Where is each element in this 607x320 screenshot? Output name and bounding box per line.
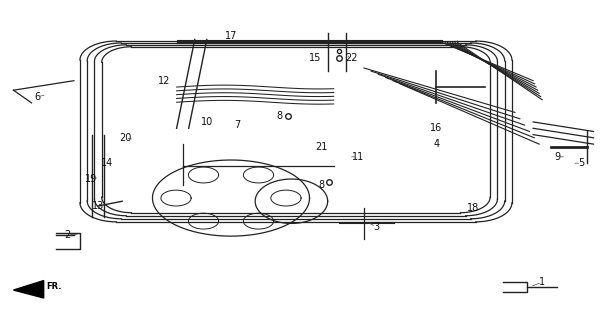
Text: 8: 8 <box>319 180 325 190</box>
Text: 10: 10 <box>201 117 213 127</box>
Text: 6: 6 <box>35 92 41 101</box>
Text: 22: 22 <box>345 53 358 63</box>
Text: 7: 7 <box>234 120 240 130</box>
Text: 14: 14 <box>101 158 114 168</box>
Text: 1: 1 <box>539 277 545 287</box>
Text: 17: 17 <box>225 31 237 41</box>
Text: FR.: FR. <box>47 282 62 292</box>
Polygon shape <box>13 281 44 298</box>
Text: 16: 16 <box>430 123 443 133</box>
Text: 9: 9 <box>554 152 560 162</box>
Text: 4: 4 <box>433 139 439 149</box>
Text: 8: 8 <box>276 111 282 121</box>
Text: 20: 20 <box>119 133 132 143</box>
Text: 11: 11 <box>351 152 364 162</box>
Text: 12: 12 <box>158 76 171 86</box>
Text: 15: 15 <box>310 53 322 63</box>
Text: 13: 13 <box>92 201 104 211</box>
Text: 21: 21 <box>316 142 328 152</box>
Text: 5: 5 <box>578 158 585 168</box>
Text: 18: 18 <box>467 203 479 212</box>
Text: 2: 2 <box>65 229 71 240</box>
Text: 3: 3 <box>373 222 379 232</box>
Text: 19: 19 <box>85 174 97 184</box>
